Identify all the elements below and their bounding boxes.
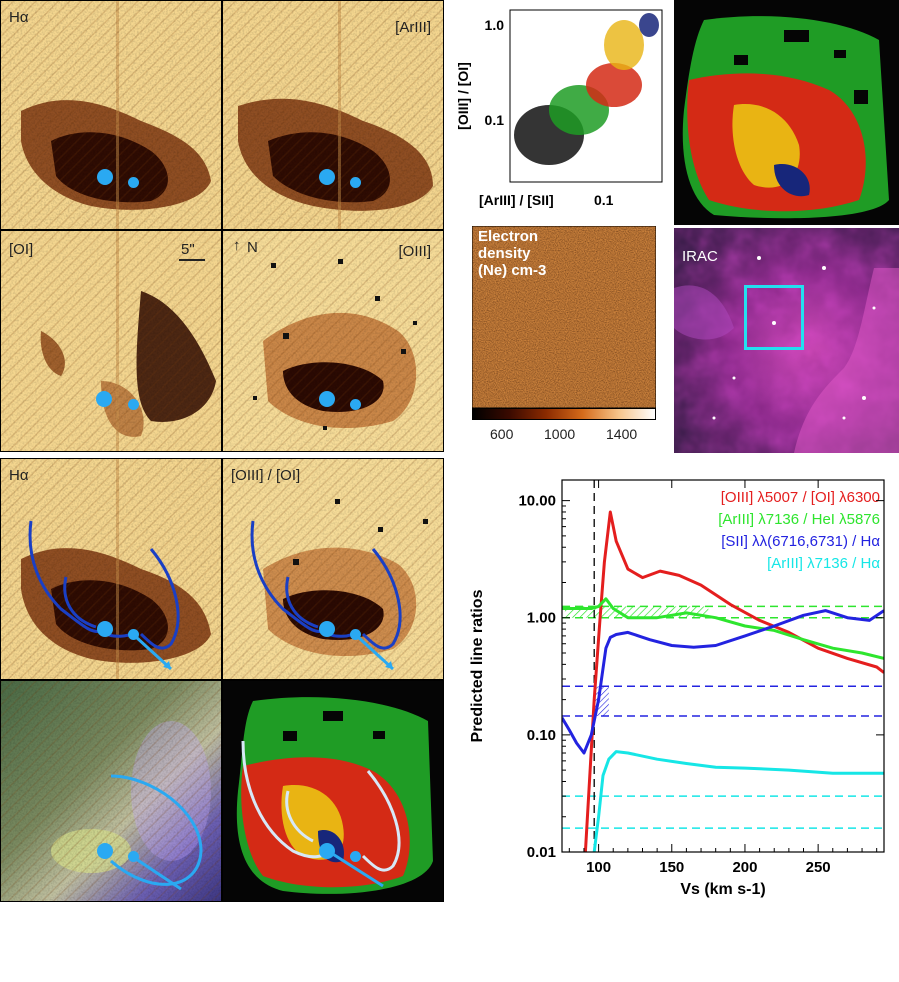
panel-label-ha-bottom: Hα [9, 467, 29, 484]
ha-top-panel: Hα [0, 0, 222, 230]
chart-xlabel: Vs (km s-1) [680, 881, 765, 898]
scatter-points [514, 13, 659, 165]
line-ratio-chart: [OIII] λ5007 / [OI] λ6300 [ArIII] λ7136 /… [458, 470, 899, 910]
oiii-oi-panel: [OIII] / [OI] [222, 458, 444, 680]
marker-dot-small [128, 399, 139, 410]
colorbar-tick-1400: 1400 [606, 426, 638, 442]
marker-dot-small [128, 629, 139, 640]
panel-label-oiii: [OIII] [398, 243, 431, 260]
marker-dot-large [97, 169, 113, 185]
marker-dot-small [350, 851, 361, 862]
ytick-label: 1.00 [527, 610, 556, 627]
density-panel: Electron density (Ne) cm-3 600 1000 1400 [472, 226, 656, 451]
oiii-oi-image [223, 459, 443, 679]
classification-map-bottom [222, 680, 444, 902]
rgb-composite-image [1, 681, 221, 901]
classification-map-top [674, 0, 899, 225]
density-title-line1: Electron [478, 228, 539, 245]
series-line-2 [562, 609, 884, 755]
oi-panel: [OI] 5" [0, 230, 222, 452]
xtick-label: 100 [586, 859, 611, 876]
scatter-xlabel: [ArIII] / [SII] [479, 192, 554, 208]
marker-dot-small [350, 629, 361, 640]
scatter-ytick-1: 1.0 [485, 17, 505, 33]
density-title-line2: density [478, 245, 531, 262]
marker-dot-large [97, 621, 113, 637]
ytick-label: 0.10 [527, 727, 556, 744]
ha-top-image [1, 1, 221, 229]
panel-label-oiii-oi: [OIII] / [OI] [231, 467, 301, 484]
irac-panel: IRAC [674, 228, 899, 453]
colorbar-tick-600: 600 [490, 426, 514, 442]
rgb-composite-panel [0, 680, 222, 902]
oi-image [1, 231, 221, 451]
plot-frame [561, 479, 885, 853]
colorbar-tick-1000: 1000 [544, 426, 576, 442]
density-colorbar [472, 408, 656, 420]
irac-image [674, 228, 899, 453]
ha-bottom-image [1, 459, 221, 679]
marker-dot-large [319, 169, 335, 185]
ytick-label: 10.00 [518, 493, 556, 510]
scatter-ylabel: [OIII] / [OI] [455, 62, 471, 130]
series-line-3 [592, 750, 884, 852]
xtick-label: 200 [732, 859, 757, 876]
star-artifacts [253, 259, 417, 430]
marker-dot-small [350, 399, 361, 410]
marker-dot-large [319, 843, 335, 859]
panel-label-ariii: [ArIII] [395, 19, 431, 36]
marker-dot-small [128, 177, 139, 188]
xtick-label: 250 [806, 859, 831, 876]
marker-dot-large [97, 843, 113, 859]
marker-dot-large [96, 391, 112, 407]
chart-series [562, 480, 884, 852]
ariii-top-image [223, 1, 443, 229]
irac-label: IRAC [682, 248, 718, 265]
scatter-plot: 1.0 0.1 [OIII] / [OI] [ArIII] / [SII] 0.… [455, 9, 663, 208]
classification-map-top-image [682, 16, 889, 219]
legend-entry-2: [SII] λλ(6716,6731) / Hα [721, 533, 880, 550]
ariii-top-panel: [ArIII] [222, 0, 444, 230]
scale-bar [179, 259, 205, 261]
series-line-1 [562, 597, 884, 660]
hatch-band-green [564, 606, 709, 618]
panel-label-ha: Hα [9, 9, 29, 26]
scatter-panel: 1.0 0.1 [OIII] / [OI] [ArIII] / [SII] 0.… [454, 0, 672, 220]
irac-roi-box [744, 285, 804, 350]
line-ratio-svg: [OIII] λ5007 / [OI] λ6300 [ArIII] λ7136 /… [469, 479, 885, 898]
xtick-label: 150 [659, 859, 684, 876]
marker-dot-large [319, 391, 335, 407]
oiii-image [223, 231, 443, 451]
density-title: Electron density (Ne) cm-3 [478, 228, 546, 279]
marker-dot-large [319, 621, 335, 637]
panel-label-oi: [OI] [9, 241, 34, 258]
marker-dot-small [350, 177, 361, 188]
legend-entry-3: [ArIII] λ7136 / Hα [767, 555, 880, 572]
chart-ylabel: Predicted line ratios [469, 589, 486, 742]
ha-bottom-panel: Hα [0, 458, 222, 680]
classification-map-bottom-image [223, 681, 443, 901]
trajectory-lines [28, 520, 180, 650]
density-map [472, 226, 656, 409]
marker-dot-small [128, 851, 139, 862]
oiii-panel: ↑ N [OIII] [222, 230, 444, 452]
density-title-line3: (Ne) cm-3 [478, 262, 547, 279]
ytick-label: 0.01 [527, 844, 556, 861]
legend-entry-1: [ArIII] λ7136 / HeI λ5876 [718, 511, 880, 528]
north-label: N [247, 239, 258, 256]
scale-bar-label: 5" [181, 241, 195, 258]
north-arrow-icon: ↑ [233, 237, 241, 254]
chart-legend: [OIII] λ5007 / [OI] λ6300 [ArIII] λ7136 /… [718, 489, 880, 572]
series-line-0 [583, 510, 884, 852]
chart-axes: 100 150 200 250 0.01 0.10 1.00 10.00 [518, 479, 885, 876]
legend-entry-0: [OIII] λ5007 / [OI] λ6300 [721, 489, 880, 506]
scatter-ytick-0.1: 0.1 [485, 112, 505, 128]
scatter-xtick: 0.1 [594, 192, 614, 208]
